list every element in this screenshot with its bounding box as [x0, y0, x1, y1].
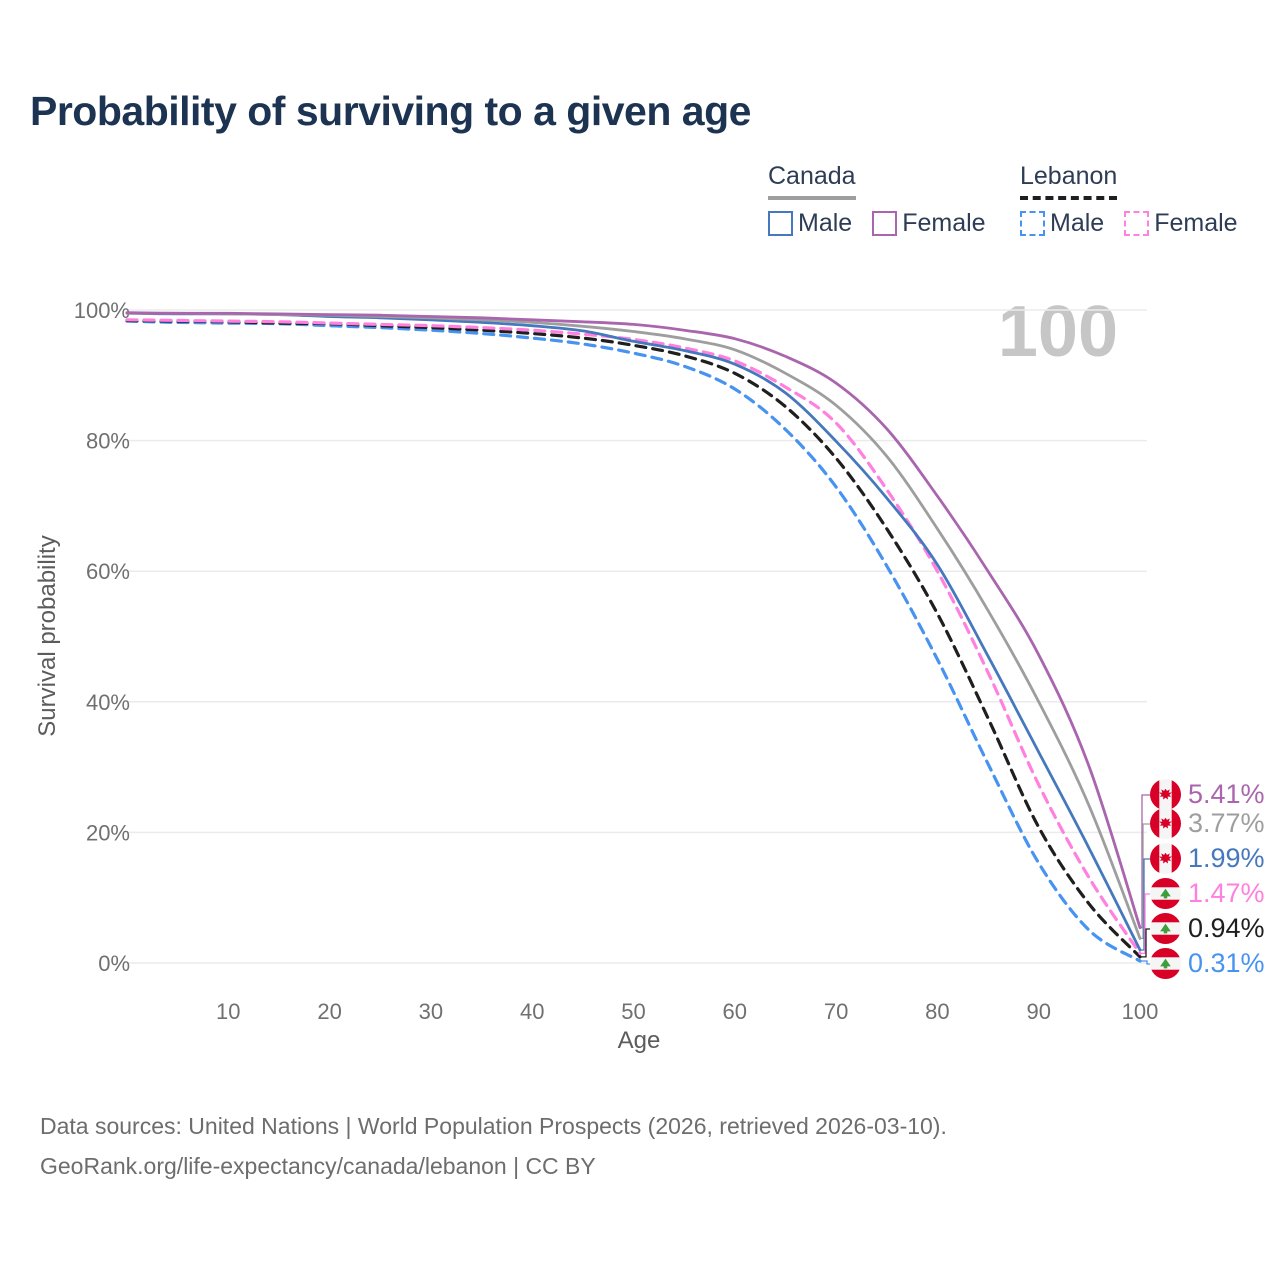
legend-group-canada: Canada Male Female — [768, 162, 1006, 238]
survival-curve-canada-male[interactable] — [125, 311, 1142, 952]
canada-flag-icon — [1150, 808, 1181, 839]
y-tick-label: 20% — [86, 820, 130, 845]
legend-label-lebanon-male[interactable]: Male — [1050, 209, 1105, 237]
legend-country-canada[interactable]: Canada — [768, 162, 856, 200]
page-title: Probability of surviving to a given age — [30, 88, 751, 134]
y-tick-label: 80% — [86, 429, 130, 454]
legend-country-lebanon[interactable]: Lebanon — [1020, 162, 1118, 200]
lebanon-flag-icon — [1150, 948, 1181, 979]
legend-swatch-lebanon-male[interactable] — [1020, 211, 1045, 236]
survival-curve-lebanon-both[interactable] — [125, 318, 1142, 959]
end-value: 1.47% — [1188, 878, 1265, 908]
y-tick-label: 100% — [74, 298, 130, 323]
lebanon-flag-icon — [1150, 878, 1181, 909]
end-label-connectors — [1140, 794, 1150, 965]
data-source-line: Data sources: United Nations | World Pop… — [40, 1113, 947, 1139]
legend-swatch-canada-female[interactable] — [872, 211, 898, 236]
footer: Data sources: United Nations | World Pop… — [40, 1106, 947, 1186]
end-value: 3.77% — [1188, 808, 1265, 838]
end-value: 1.99% — [1188, 843, 1265, 873]
legend-swatch-canada-male[interactable] — [768, 211, 793, 236]
connector-lebanon-female — [1140, 893, 1150, 955]
lebanon-flag-icon — [1150, 913, 1181, 944]
gridlines: 0% 20% 40% 60% 80% 100% 10 20 30 40 50 60 70 80 90 100 — [74, 298, 1159, 1024]
x-tick-label: 50 — [621, 999, 645, 1024]
x-tick-label: 40 — [520, 999, 544, 1024]
end-label-lebanon-male: 0.31% — [1150, 948, 1265, 979]
survival-curve-lebanon-female[interactable] — [125, 318, 1142, 955]
connector-canada-male — [1140, 858, 1150, 951]
x-tick-label: 80 — [925, 999, 949, 1024]
end-label-lebanon-total: 0.94% — [1150, 913, 1265, 944]
y-tick-label: 60% — [86, 559, 130, 584]
end-label-canada-female: 5.41% — [1150, 779, 1265, 810]
x-tick-label: 10 — [216, 999, 240, 1024]
legend-label-canada-male[interactable]: Male — [798, 209, 853, 237]
connector-lebanon-male — [1140, 960, 1150, 965]
end-label-canada-total: 3.77% — [1150, 808, 1265, 839]
legend-label-canada-female[interactable]: Female — [902, 209, 986, 237]
x-axis-title: Age — [617, 1027, 661, 1054]
x-tick-label: 100 — [1122, 999, 1159, 1024]
attribution-line[interactable]: GeoRank.org/life-expectancy/canada/leban… — [40, 1153, 596, 1179]
y-axis-title: Survival probability — [34, 535, 61, 737]
x-tick-label: 30 — [419, 999, 443, 1024]
survival-curves[interactable] — [125, 311, 1142, 963]
end-label-canada-male: 1.99% — [1150, 843, 1265, 874]
x-tick-label: 60 — [723, 999, 747, 1024]
canada-flag-icon — [1150, 843, 1181, 874]
survival-curve-canada-female[interactable] — [125, 311, 1142, 930]
hovered-age-watermark: 100 — [997, 292, 1118, 372]
canada-flag-icon — [1150, 779, 1181, 810]
connector-canada-both — [1140, 823, 1150, 940]
connector-lebanon-both — [1140, 928, 1150, 958]
end-value: 0.31% — [1188, 948, 1265, 978]
y-tick-label: 0% — [98, 951, 130, 976]
survival-curve-canada-both[interactable] — [125, 311, 1142, 940]
end-value: 5.41% — [1188, 779, 1265, 809]
end-label-lebanon-female: 1.47% — [1150, 878, 1265, 909]
legend-group-lebanon: Lebanon Male Female — [1020, 162, 1258, 238]
connector-canada-female — [1140, 794, 1150, 929]
x-tick-label: 90 — [1026, 999, 1050, 1024]
end-value: 0.94% — [1188, 913, 1265, 943]
legend-swatch-lebanon-female[interactable] — [1124, 211, 1150, 236]
x-tick-label: 20 — [317, 999, 341, 1024]
legend-label-lebanon-female[interactable]: Female — [1154, 209, 1238, 237]
survival-curve-lebanon-male[interactable] — [125, 319, 1142, 963]
x-tick-label: 70 — [824, 999, 848, 1024]
y-tick-label: 40% — [86, 690, 130, 715]
